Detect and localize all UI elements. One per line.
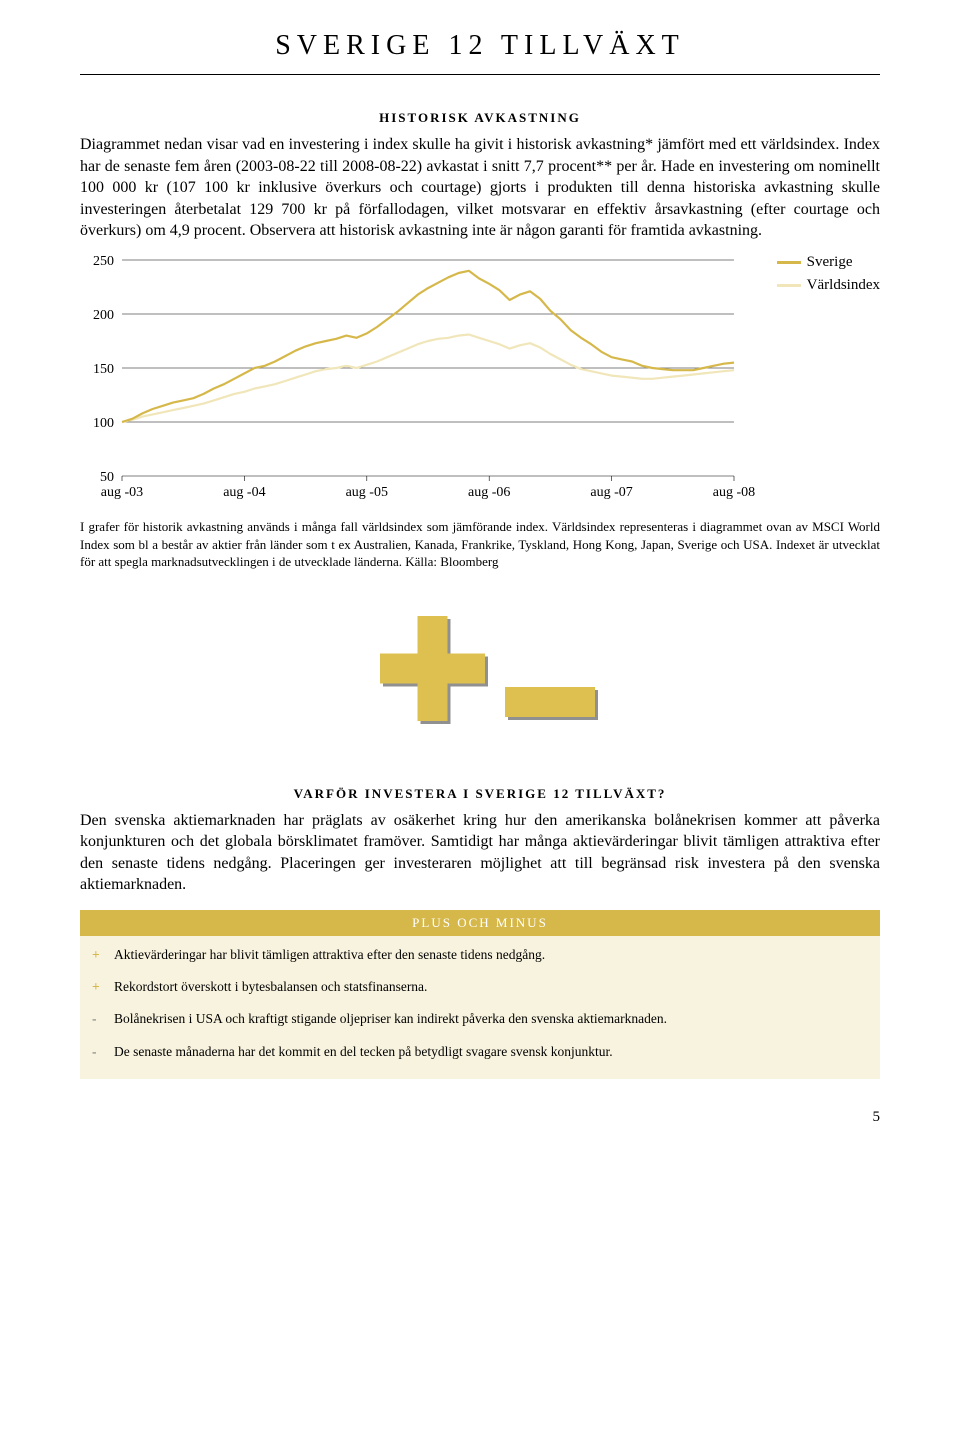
svg-text:aug -04: aug -04 bbox=[223, 485, 265, 500]
legend-label: Världsindex bbox=[807, 277, 880, 294]
pm-item-text: Bolånekrisen i USA och kraftigt stigande… bbox=[114, 1010, 667, 1028]
pm-item: + Aktievärderingar har blivit tämligen at… bbox=[92, 946, 868, 964]
section2-body: Den svenska aktiemarknaden har präglats … bbox=[80, 810, 880, 896]
pm-item: -Bolånekrisen i USA och kraftigt stigand… bbox=[92, 1010, 868, 1028]
legend-item: Världsindex bbox=[777, 277, 880, 294]
svg-text:100: 100 bbox=[93, 416, 114, 431]
section1-body: Diagrammet nedan visar vad en investerin… bbox=[80, 134, 880, 242]
chart-footnote: I grafer för historik avkastning används… bbox=[80, 518, 880, 571]
pm-item-text: De senaste månaderna har det kommit en d… bbox=[114, 1043, 613, 1061]
plus-minus-header: PLUS OCH MINUS bbox=[80, 910, 880, 936]
svg-text:aug -05: aug -05 bbox=[346, 485, 388, 500]
page-number: 5 bbox=[80, 1109, 880, 1126]
plus-minus-list: + Aktievärderingar har blivit tämligen at… bbox=[80, 936, 880, 1079]
svg-text:aug -03: aug -03 bbox=[101, 485, 143, 500]
legend-item: Sverige bbox=[777, 254, 880, 271]
svg-text:150: 150 bbox=[93, 362, 114, 377]
legend-swatch bbox=[777, 261, 801, 264]
pm-item: -De senaste månaderna har det kommit en … bbox=[92, 1043, 868, 1061]
minus-icon: - bbox=[92, 1043, 106, 1061]
pm-item-text: Aktievärderingar har blivit tämligen att… bbox=[114, 946, 545, 964]
svg-text:aug -07: aug -07 bbox=[590, 485, 632, 500]
chart-legend: Sverige Världsindex bbox=[777, 254, 880, 300]
page-title: SVERIGE 12 TILLVÄXT bbox=[80, 30, 880, 75]
legend-swatch bbox=[777, 284, 801, 287]
plus-icon: + bbox=[92, 946, 106, 964]
pm-item: + Rekordstort överskott i bytesbalansen o… bbox=[92, 978, 868, 996]
svg-text:aug -08: aug -08 bbox=[713, 485, 755, 500]
section1-heading: HISTORISK AVKASTNING bbox=[80, 110, 880, 126]
svg-text:250: 250 bbox=[93, 254, 114, 269]
plus-minus-graphic bbox=[80, 601, 880, 746]
section2-heading: VARFÖR INVESTERA I SVERIGE 12 TILLVÄXT? bbox=[80, 786, 880, 802]
svg-text:50: 50 bbox=[100, 470, 114, 485]
svg-text:200: 200 bbox=[93, 308, 114, 323]
line-chart-svg: 50 100 150 200 250 aug -03 aug -04 aug -05 aug -… bbox=[80, 254, 870, 504]
plus-icon: + bbox=[92, 978, 106, 996]
plus-minus-icon bbox=[350, 601, 610, 741]
pm-item-text: Rekordstort överskott i bytesbalansen oc… bbox=[114, 978, 427, 996]
minus-icon: - bbox=[92, 1010, 106, 1028]
legend-label: Sverige bbox=[807, 254, 853, 271]
historical-return-chart: 50 100 150 200 250 aug -03 aug -04 aug -05 aug -… bbox=[80, 254, 880, 504]
svg-text:aug -06: aug -06 bbox=[468, 485, 510, 500]
